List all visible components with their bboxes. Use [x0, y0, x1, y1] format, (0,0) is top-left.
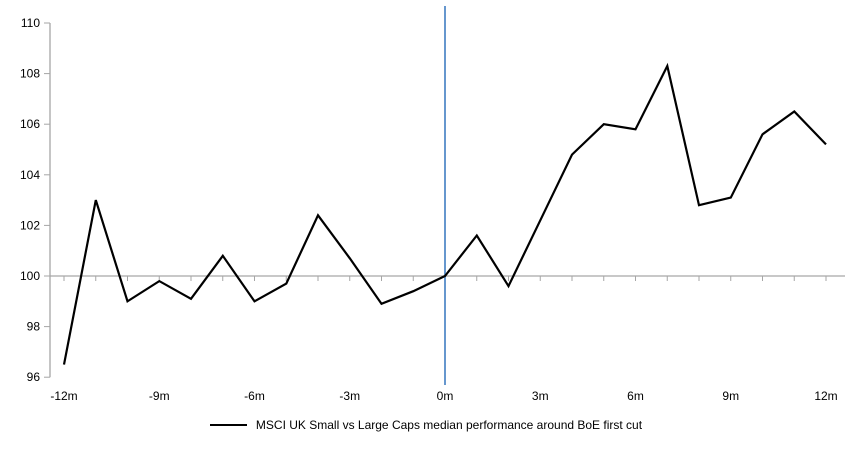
legend-series-label: MSCI UK Small vs Large Caps median perfo…	[255, 418, 643, 432]
x-tick-label: -3m	[339, 389, 360, 403]
x-tick-label: -9m	[149, 389, 170, 403]
x-tick-label: 6m	[627, 389, 644, 403]
y-tick-label: 110	[21, 16, 40, 30]
y-tick-label: 100	[20, 269, 40, 283]
y-tick-label: 102	[20, 218, 40, 232]
data-line-series	[62, 62, 827, 365]
x-tick-label: 12m	[814, 389, 837, 403]
x-tick-label: -12m	[50, 389, 77, 403]
y-tick-label: 96	[27, 370, 41, 384]
x-tick-label: 9m	[722, 389, 739, 403]
y-tick-label: 98	[27, 320, 41, 334]
chart-legend: MSCI UK Small vs Large Caps median perfo…	[0, 416, 852, 434]
y-tick-label: 104	[20, 168, 40, 182]
legend-line-swatch	[209, 424, 247, 426]
x-tick-label: 3m	[532, 389, 549, 403]
x-tick-label: 0m	[437, 389, 454, 403]
y-tick-label: 106	[20, 117, 40, 131]
x-tick-label: -6m	[244, 389, 265, 403]
y-tick-label: 108	[20, 67, 40, 81]
